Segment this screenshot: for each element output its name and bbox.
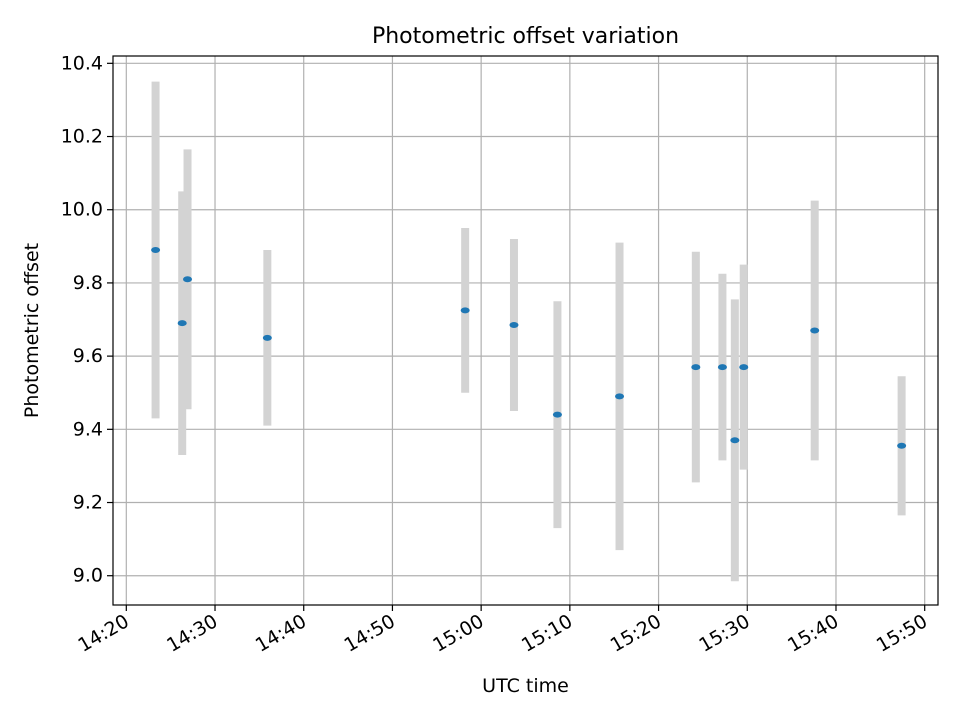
data-point [177,320,187,327]
y-axis-label: Photometric offset [21,243,43,418]
chart-title: Photometric offset variation [372,24,679,49]
grid-lines [113,56,938,605]
data-point [151,246,161,253]
plot-frame [112,55,939,606]
data-point [262,334,272,341]
y-tick-label: 9.2 [73,492,103,514]
data-point [183,276,193,283]
y-tick-label: 9.0 [73,565,103,587]
y-axis-ticks: 9.0 9.2 9.4 9.6 9.8 10.0 10.2 10.4 [61,52,113,587]
data-points [151,246,907,449]
y-tick-label: 9.6 [73,345,103,367]
x-axis-label: UTC time [482,675,569,697]
y-tick-label: 10.0 [61,199,103,221]
data-point [897,442,907,449]
y-tick-label: 9.8 [73,272,103,294]
data-point [691,364,701,371]
y-tick-label: 10.2 [61,126,103,148]
data-point [552,411,562,418]
data-point [615,393,625,400]
data-point [810,327,820,334]
data-point [730,437,740,444]
data-point [509,322,519,329]
data-point [739,364,749,371]
y-tick-label: 10.4 [61,52,103,74]
data-point [717,364,727,371]
data-point [460,307,470,314]
y-tick-label: 9.4 [73,418,103,440]
